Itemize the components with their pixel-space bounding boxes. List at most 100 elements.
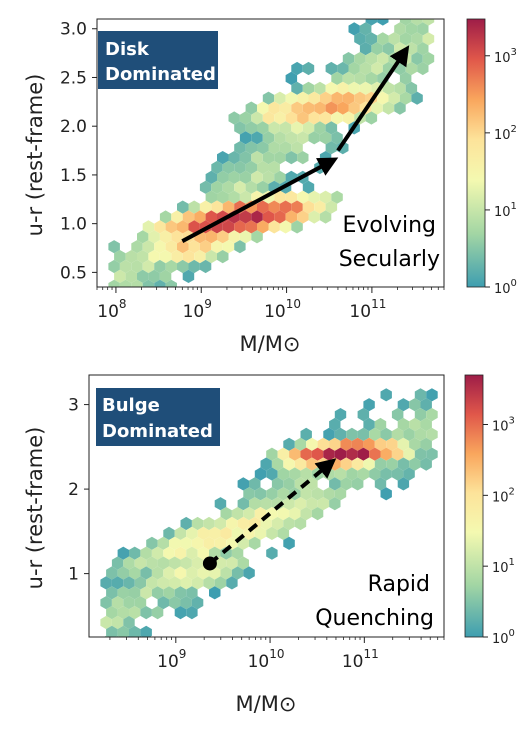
hex-bin xyxy=(302,121,315,135)
hex-bin xyxy=(180,556,192,570)
hex-bin xyxy=(243,487,255,501)
tag-line-1: Bulge xyxy=(102,395,160,416)
hex-bin xyxy=(397,437,410,451)
hex-bin xyxy=(308,131,320,145)
hex-bin xyxy=(217,250,229,264)
hex-bin xyxy=(260,457,272,471)
hex-bin xyxy=(374,457,387,471)
hex-bin xyxy=(391,467,404,481)
hex-bin xyxy=(146,536,158,550)
hex-bin xyxy=(283,497,295,511)
hex-bin xyxy=(319,131,332,145)
hex-bin xyxy=(159,269,172,283)
hex-bin xyxy=(359,81,372,95)
hex-bin xyxy=(239,131,252,145)
hex-bin xyxy=(394,81,406,95)
hex-bin xyxy=(197,526,209,540)
y-tick-label: 0.5 xyxy=(60,263,87,283)
hex-bin xyxy=(159,210,172,224)
hex-bin xyxy=(234,141,246,155)
hex-bin xyxy=(394,101,406,115)
hex-bin xyxy=(154,259,166,274)
hex-bin xyxy=(426,388,438,402)
hex-bin xyxy=(399,71,412,85)
hex-bin xyxy=(239,230,252,244)
hex-bin xyxy=(302,101,315,115)
y-ticks: 1 2 3 xyxy=(68,396,89,585)
colorbar-ticks: 100 101 102 103 xyxy=(485,47,517,297)
hex-bin xyxy=(191,596,204,610)
hex-bin xyxy=(417,22,429,36)
hex-bin xyxy=(131,279,143,287)
hex-bin xyxy=(346,427,358,441)
hex-bin xyxy=(262,151,275,165)
hex-bin xyxy=(271,516,284,531)
hex-bin xyxy=(231,566,244,580)
hex-bin xyxy=(239,111,252,125)
hex-bin xyxy=(211,200,223,214)
hex-bin xyxy=(182,269,195,283)
hex-bin xyxy=(334,487,347,501)
hex-bin xyxy=(177,200,189,214)
hex-bin xyxy=(123,596,135,610)
hex-bin xyxy=(142,259,155,274)
hex-bin xyxy=(251,111,263,125)
hex-bin xyxy=(399,91,412,105)
hex-bin xyxy=(237,556,249,570)
hex-bin xyxy=(251,131,263,145)
hex-bin xyxy=(377,19,389,26)
hex-bin xyxy=(203,536,215,550)
hex-bin xyxy=(354,71,366,85)
hex-bin xyxy=(180,596,192,610)
hex-bin xyxy=(228,230,240,244)
hex-bin xyxy=(137,269,149,283)
y-tick-label: 2.5 xyxy=(60,68,87,88)
hex-bin xyxy=(114,250,126,264)
colorbar-tick-label: 100 xyxy=(492,628,515,647)
y-tick-label: 2.0 xyxy=(60,117,87,137)
hex-bin xyxy=(163,526,175,540)
hex-bin xyxy=(111,615,124,630)
tag-box xyxy=(96,388,220,446)
hex-bin xyxy=(386,437,398,451)
hex-bin xyxy=(151,566,164,580)
hex-bin xyxy=(308,111,320,125)
hex-bin xyxy=(414,388,427,402)
hex-bin xyxy=(348,81,360,95)
hex-bin xyxy=(289,447,301,461)
hex-bin xyxy=(257,101,269,115)
hex-bin xyxy=(174,586,187,600)
x-tick-label: 109 xyxy=(183,297,212,322)
hex-bin xyxy=(186,586,198,600)
hex-bin xyxy=(266,467,278,481)
hex-bin xyxy=(365,19,378,26)
hex-bin xyxy=(340,477,352,491)
y-axis-label: u-r (rest-frame) xyxy=(23,427,47,590)
hex-bin xyxy=(165,259,177,274)
hex-bin xyxy=(369,467,381,481)
x-tick-label: 1011 xyxy=(342,647,379,672)
hex-bin xyxy=(399,32,412,46)
hex-bin xyxy=(106,625,118,637)
hex-bin xyxy=(237,477,249,491)
hex-bin xyxy=(291,220,303,234)
hex-bin xyxy=(108,279,120,287)
hex-bin xyxy=(262,131,275,145)
hex-bin xyxy=(302,61,315,76)
hex-bin xyxy=(117,566,129,580)
hex-bin xyxy=(388,32,400,46)
hex-bin xyxy=(380,388,392,402)
hex-bin xyxy=(268,160,280,175)
hex-bin xyxy=(354,32,366,46)
hex-bin xyxy=(245,160,257,175)
hex-bin xyxy=(245,141,257,155)
hex-bin xyxy=(377,52,389,66)
hex-bin xyxy=(234,121,246,135)
hex-bin xyxy=(214,556,227,570)
hex-bin xyxy=(134,576,147,590)
hex-bin xyxy=(374,417,387,432)
hex-bin xyxy=(285,71,298,85)
hex-bin xyxy=(314,81,326,95)
hex-bin xyxy=(129,566,141,580)
hex-bin xyxy=(346,447,358,461)
